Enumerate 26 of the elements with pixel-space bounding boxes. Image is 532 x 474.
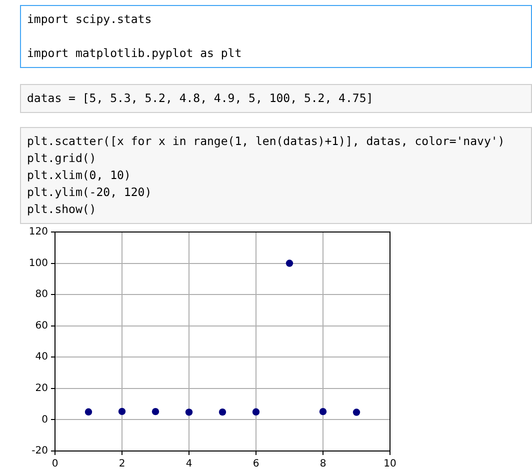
x-tick-label: 8 (320, 458, 326, 470)
text: datas = [5, 5.3, 5.2, 4.8, 4.9, 5, 100, 5.2, 4.75] (20, 84, 532, 113)
point (352, 408, 360, 416)
y-tick-label: 0 (42, 414, 48, 426)
y-tick-label: 100 (28, 258, 48, 269)
x-tick-label: 10 (384, 458, 396, 470)
point (185, 408, 193, 416)
point (84, 408, 92, 416)
text: import scipy.stats import matplotlib.pyplot as plt (27, 12, 242, 60)
point (152, 408, 160, 416)
y-tick-label: 60 (35, 320, 48, 332)
point (252, 408, 260, 416)
y-tick-label: 80 (35, 289, 48, 300)
y-tick-label: -20 (32, 446, 48, 457)
point (319, 408, 327, 416)
text: plt.scatter([x for x in range(1, len(datas)+1)], datas, color='navy') plt.grid() plt.xlim(0, 10) plt.ylim(-20, 120) plt.show() (20, 127, 532, 224)
point (286, 260, 294, 267)
x-tick-label: 2 (118, 458, 126, 470)
x-tick-label: 6 (252, 458, 260, 470)
x-tick-label: 0 (52, 458, 58, 470)
point (118, 408, 126, 416)
x-tick-label: 4 (186, 458, 192, 470)
point (218, 408, 226, 416)
y-tick-label: 40 (35, 352, 48, 363)
y-tick-label: 20 (35, 383, 48, 394)
y-tick-label: 120 (28, 226, 48, 238)
